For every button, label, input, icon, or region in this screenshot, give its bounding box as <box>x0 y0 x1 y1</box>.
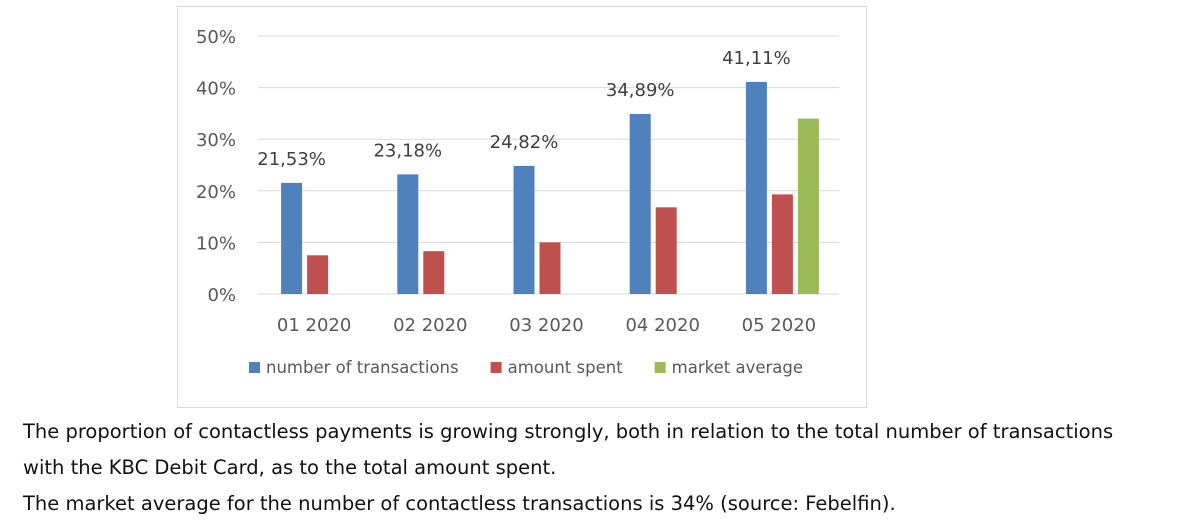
data-label: 24,82% <box>490 132 559 153</box>
y-tick-label: 40% <box>196 79 236 100</box>
data-label: 23,18% <box>373 140 442 161</box>
legend-swatch <box>249 362 260 373</box>
y-tick-label: 30% <box>196 130 236 151</box>
bar-chart: 0% 10% 20% 30% 40% 50% 21,53% 01 2020 23,18% 02 2… <box>196 27 839 377</box>
bar-amount-spent <box>307 255 329 294</box>
y-tick-label: 0% <box>207 285 236 306</box>
legend-swatch <box>654 362 666 373</box>
bar-number-of-transactions <box>745 81 767 294</box>
bar-number-of-transactions <box>281 182 303 294</box>
x-tick-label: 05 2020 <box>742 315 816 336</box>
bar-number-of-transactions <box>397 174 419 294</box>
legend-swatch <box>490 362 502 373</box>
legend-label: number of transactions <box>266 358 459 377</box>
data-label: 34,89% <box>606 80 675 101</box>
bar-amount-spent <box>771 194 793 294</box>
bar-market-average <box>797 118 819 294</box>
caption-line-2: with the KBC Debit Card, as to the total… <box>23 456 557 479</box>
legend-label: amount spent <box>508 358 624 377</box>
x-tick-label: 03 2020 <box>509 315 583 336</box>
legend-label: market average <box>672 358 803 377</box>
caption-line-1: The proportion of contactless payments i… <box>23 420 1114 443</box>
bar-amount-spent <box>539 242 561 294</box>
y-tick-label: 20% <box>196 182 236 203</box>
bar-amount-spent <box>655 207 677 294</box>
y-tick-label: 10% <box>196 233 236 254</box>
x-tick-label: 04 2020 <box>625 315 699 336</box>
data-label: 41,11% <box>722 48 791 69</box>
x-tick-label: 02 2020 <box>393 315 467 336</box>
y-tick-label: 50% <box>196 27 236 48</box>
bar-amount-spent <box>423 251 445 294</box>
bar-number-of-transactions <box>629 113 651 295</box>
x-tick-label: 01 2020 <box>277 315 351 336</box>
data-label: 21,53% <box>257 149 326 170</box>
bar-number-of-transactions <box>513 165 535 294</box>
caption-line-3: The market average for the number of con… <box>23 492 896 515</box>
chart-container: 0% 10% 20% 30% 40% 50% 21,53% 01 2020 23,18% 02 2… <box>177 6 867 408</box>
